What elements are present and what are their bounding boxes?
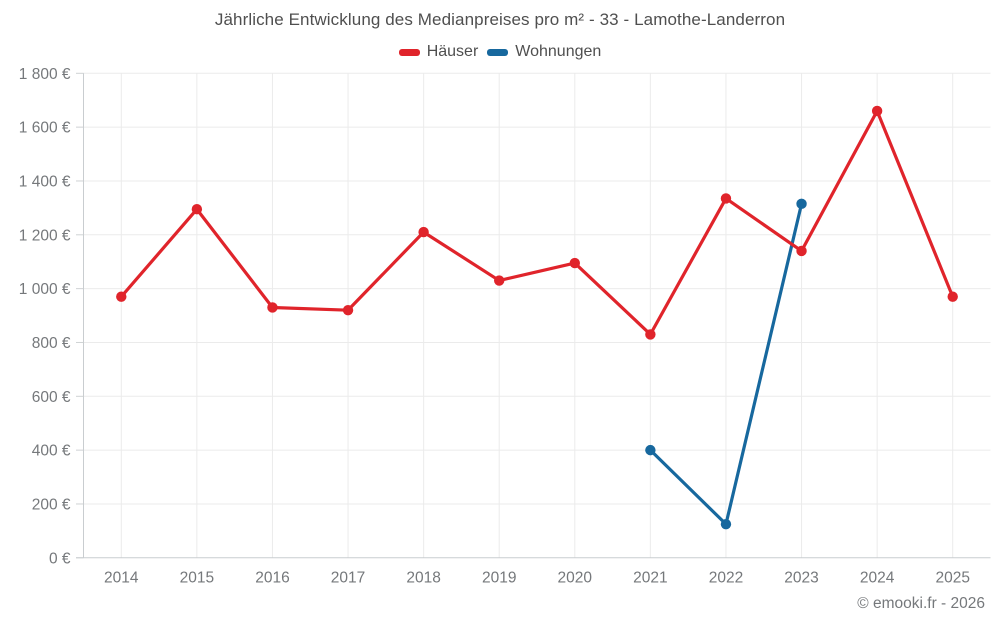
y-axis-label: 1 400 €	[19, 173, 71, 190]
data-point-haeuser-2019[interactable]	[494, 275, 505, 286]
x-axis-label: 2014	[104, 569, 139, 586]
x-axis-label: 2018	[406, 569, 440, 586]
y-axis-label: 1 600 €	[19, 120, 71, 137]
y-axis-label: 1 800 €	[19, 66, 71, 83]
legend-item-wohnungen[interactable]: Wohnungen	[487, 43, 601, 61]
legend-item-haeuser[interactable]: Häuser	[398, 43, 479, 61]
chart-legend: Häuser Wohnungen	[0, 43, 1000, 61]
series-line-haeuser	[119, 109, 955, 336]
copyright: © emooki.fr - 2026	[857, 595, 985, 612]
x-axis-label: 2023	[784, 569, 818, 586]
x-axis-label: 2016	[255, 569, 289, 586]
y-axis-label: 600 €	[32, 389, 71, 406]
data-point-wohnungen-2021[interactable]	[645, 444, 656, 456]
data-point-haeuser-2024[interactable]	[871, 105, 883, 117]
data-point-haeuser-2014[interactable]	[116, 291, 127, 302]
data-point-haeuser-2025[interactable]	[947, 291, 958, 302]
x-axis-label: 2025	[935, 569, 969, 586]
y-axis-label: 1 200 €	[19, 227, 71, 244]
data-point-haeuser-2020[interactable]	[569, 257, 580, 269]
data-point-haeuser-2016[interactable]	[267, 302, 278, 313]
data-point-haeuser-2015[interactable]	[191, 204, 203, 215]
haeuser-series-marker-icon	[398, 48, 420, 56]
y-axis-label: 800 €	[32, 335, 71, 352]
legend-label-wohnungen: Wohnungen	[515, 43, 602, 60]
data-point-haeuser-2022[interactable]	[720, 193, 732, 204]
wohnungen-series-marker-icon	[487, 48, 509, 56]
y-axis-label: 400 €	[32, 443, 71, 460]
data-point-wohnungen-2023[interactable]	[796, 198, 807, 210]
x-axis-label: 2021	[633, 569, 667, 586]
y-axis-label: 0 €	[49, 550, 71, 567]
data-point-haeuser-2021[interactable]	[645, 329, 656, 340]
data-point-haeuser-2018[interactable]	[418, 226, 429, 238]
data-point-haeuser-2017[interactable]	[342, 304, 354, 316]
x-axis-label: 2017	[331, 569, 365, 586]
y-axis-label: 200 €	[32, 496, 71, 513]
x-axis-label: 2024	[860, 569, 895, 586]
y-axis-label: 1 000 €	[19, 281, 71, 298]
legend-label-haeuser: Häuser	[426, 43, 479, 60]
chart-title: Jährliche Entwicklung des Medianpreises …	[214, 10, 786, 29]
x-axis-label: 2020	[558, 569, 593, 586]
x-axis-label: 2019	[482, 569, 516, 586]
x-axis-label: 2022	[709, 569, 743, 586]
data-point-wohnungen-2022[interactable]	[720, 518, 732, 530]
data-point-haeuser-2023[interactable]	[796, 245, 807, 257]
x-axis-label: 2015	[180, 569, 214, 586]
